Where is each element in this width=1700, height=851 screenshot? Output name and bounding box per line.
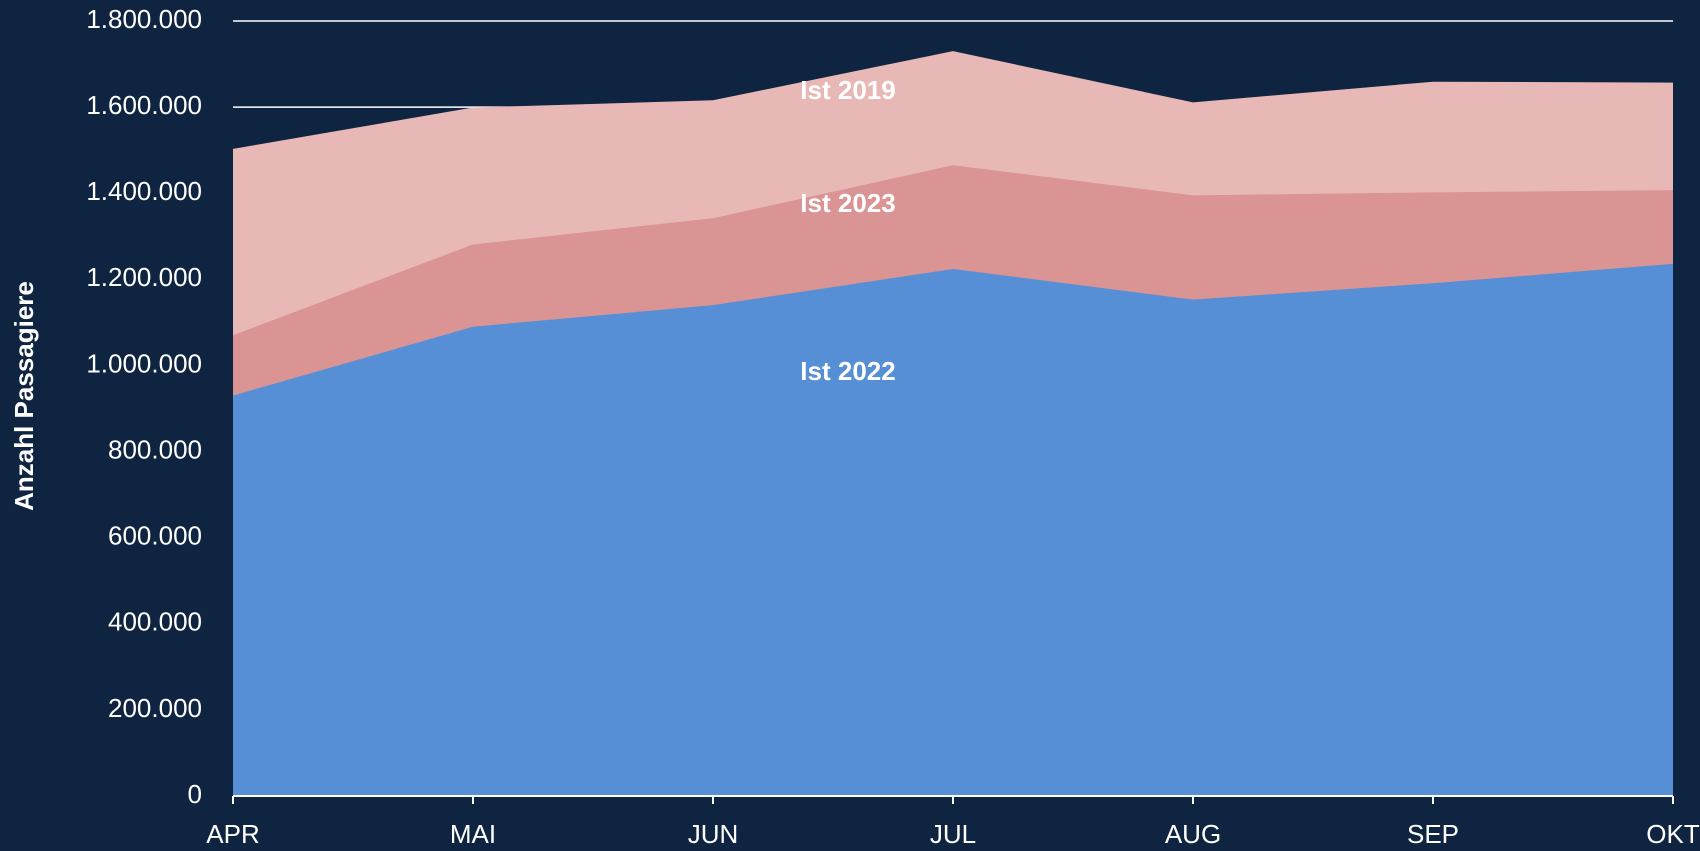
x-tick-label: MAI [450, 819, 496, 849]
y-tick-label: 1.400.000 [86, 176, 202, 206]
x-tick-label: JUN [688, 819, 739, 849]
y-tick-label: 0 [188, 779, 202, 809]
x-tick-label: SEP [1407, 819, 1459, 849]
y-tick-label: 200.000 [108, 693, 202, 723]
y-tick-label: 1.000.000 [86, 348, 202, 378]
x-tick-label: JUL [930, 819, 976, 849]
y-axis-title: Anzahl Passagiere [9, 281, 39, 511]
x-tick-label: APR [206, 819, 259, 849]
y-tick-label: 600.000 [108, 521, 202, 551]
series-label: Ist 2023 [800, 188, 895, 218]
y-tick-label: 1.800.000 [86, 4, 202, 34]
series-label: Ist 2022 [800, 356, 895, 386]
x-tick-label: OKT [1646, 819, 1700, 849]
y-tick-label: 800.000 [108, 434, 202, 464]
series-label: Ist 2019 [800, 75, 895, 105]
y-tick-label: 1.200.000 [86, 262, 202, 292]
y-tick-label: 400.000 [108, 607, 202, 637]
x-tick-label: AUG [1165, 819, 1221, 849]
y-tick-label: 1.600.000 [86, 90, 202, 120]
area [233, 263, 1673, 796]
